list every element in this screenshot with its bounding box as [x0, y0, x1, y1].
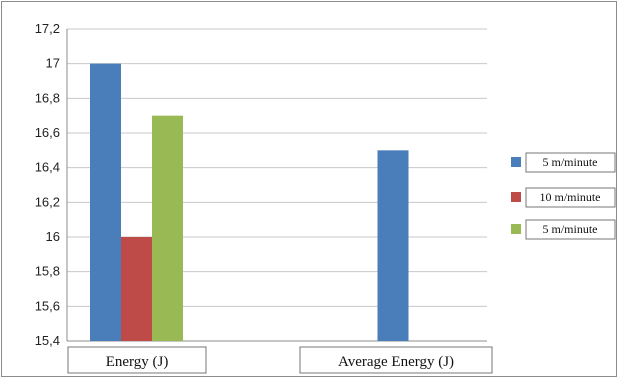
legend-swatch-2 — [511, 192, 521, 202]
x-label-box — [299, 346, 493, 374]
legend-box — [525, 187, 616, 208]
y-tick-label: 16,2 — [35, 194, 60, 209]
legend-label-3: 5 m/minute — [543, 222, 598, 236]
y-tick-label: 15,4 — [35, 333, 60, 348]
bar-1-2 — [377, 150, 409, 341]
bar-1-1 — [90, 63, 121, 342]
y-tick-label: 15,8 — [35, 264, 60, 279]
legend-label-2: 10 m/minute — [540, 190, 601, 204]
y-tick-label: 16,6 — [35, 125, 60, 140]
legend-label-1: 5 m/minute — [543, 155, 598, 169]
legend-box — [525, 219, 616, 240]
y-tick-label: 15,6 — [35, 298, 60, 313]
x-tick-label: Average Energy (J) — [338, 354, 454, 370]
y-tick-label: 17 — [46, 56, 60, 71]
legend-box — [525, 152, 616, 173]
legend-swatch-1 — [511, 157, 521, 167]
y-tick-label: 16 — [46, 229, 60, 244]
bar-3-1 — [152, 115, 183, 342]
y-tick-label: 16,8 — [35, 90, 60, 105]
x-label-box — [67, 346, 207, 374]
y-tick-label: 16,4 — [35, 160, 60, 175]
bar-2-1 — [121, 237, 152, 341]
legend-swatch-3 — [511, 224, 521, 234]
x-tick-label: Energy (J) — [106, 354, 169, 370]
y-tick-label: 17,2 — [35, 21, 60, 36]
